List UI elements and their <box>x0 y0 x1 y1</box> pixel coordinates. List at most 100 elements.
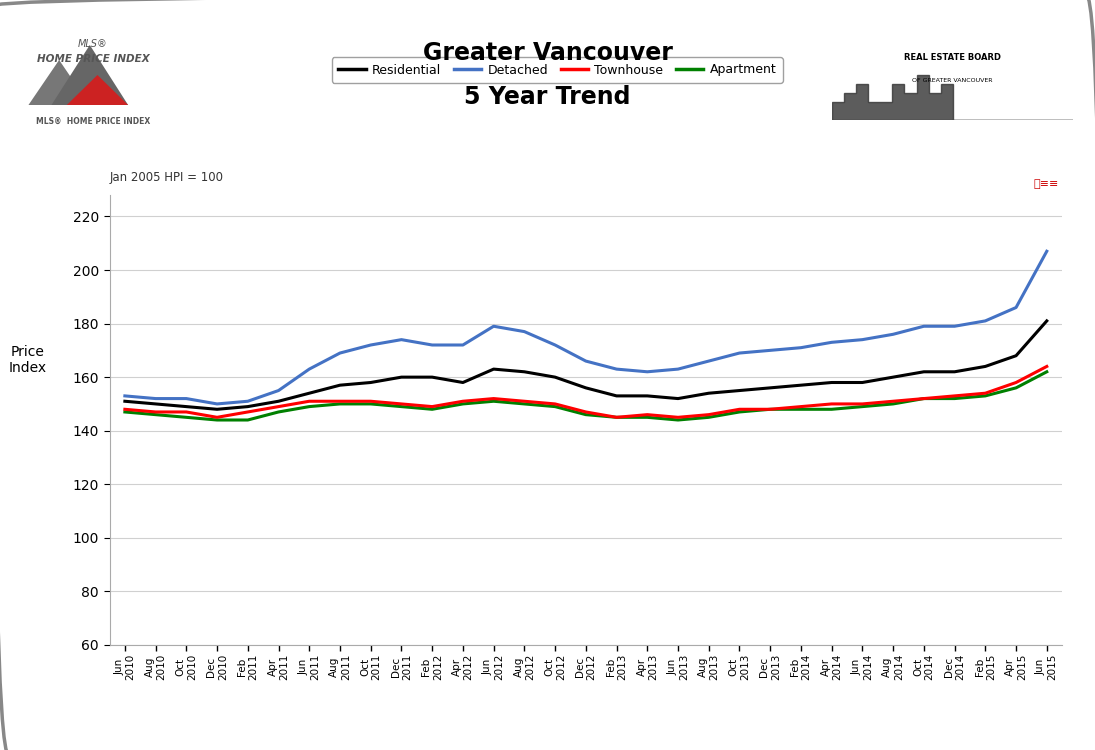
Legend: Residential, Detached, Townhouse, Apartment: Residential, Detached, Townhouse, Apartm… <box>332 57 783 82</box>
Detached <box>733 349 746 358</box>
Detached <box>333 349 346 358</box>
Residential <box>856 378 869 387</box>
Residential <box>457 378 470 387</box>
Residential <box>702 388 715 398</box>
Text: 5 Year Trend: 5 Year Trend <box>464 86 631 109</box>
Apartment <box>918 394 931 403</box>
Apartment <box>302 402 315 411</box>
Residential <box>549 373 562 382</box>
Detached <box>826 338 839 346</box>
Detached <box>918 322 931 331</box>
Residential <box>763 383 776 392</box>
Text: Price
Index: Price Index <box>9 345 46 375</box>
Detached <box>241 397 254 406</box>
Apartment <box>887 400 900 409</box>
Text: HOME PRICE INDEX: HOME PRICE INDEX <box>37 54 149 64</box>
Detached <box>763 346 776 355</box>
Detached <box>1010 303 1023 312</box>
Townhouse <box>549 400 562 409</box>
Detached <box>272 386 285 395</box>
Townhouse <box>579 407 592 416</box>
Text: MLS®: MLS® <box>78 39 108 49</box>
Townhouse <box>856 400 869 409</box>
Apartment <box>702 413 715 422</box>
Residential <box>302 388 315 398</box>
Residential <box>641 392 654 400</box>
Residential <box>487 364 500 374</box>
Detached <box>641 368 654 376</box>
Townhouse <box>149 407 162 416</box>
Polygon shape <box>67 75 128 105</box>
Townhouse <box>918 394 931 403</box>
Text: Ⓜ≡≡: Ⓜ≡≡ <box>1033 178 1059 189</box>
Apartment <box>826 405 839 414</box>
Residential <box>794 381 807 390</box>
Apartment <box>426 405 439 414</box>
Townhouse <box>702 410 715 419</box>
Residential <box>671 394 684 403</box>
Line: Apartment: Apartment <box>125 372 1047 420</box>
Apartment <box>549 402 562 411</box>
Detached <box>180 394 193 403</box>
Residential <box>733 386 746 395</box>
Residential <box>579 383 592 392</box>
Residential <box>518 368 531 376</box>
Residential <box>887 373 900 382</box>
Apartment <box>979 392 992 400</box>
Text: Jan 2005 HPI = 100: Jan 2005 HPI = 100 <box>110 171 223 184</box>
Apartment <box>487 397 500 406</box>
Polygon shape <box>51 45 128 105</box>
Townhouse <box>426 402 439 411</box>
Detached <box>457 340 470 350</box>
Townhouse <box>763 405 776 414</box>
Residential <box>918 368 931 376</box>
Townhouse <box>641 410 654 419</box>
Detached <box>1040 247 1053 256</box>
Apartment <box>733 407 746 416</box>
Townhouse <box>826 400 839 409</box>
Townhouse <box>457 397 470 406</box>
Residential <box>210 405 223 414</box>
Line: Detached: Detached <box>125 251 1047 404</box>
Residential <box>610 392 623 400</box>
Townhouse <box>118 405 131 414</box>
Townhouse <box>395 400 408 409</box>
Residential <box>948 368 961 376</box>
Detached <box>302 364 315 374</box>
Polygon shape <box>832 75 1073 120</box>
Detached <box>610 364 623 374</box>
Residential <box>333 381 346 390</box>
Townhouse <box>733 405 746 414</box>
Text: MLS®  HOME PRICE INDEX: MLS® HOME PRICE INDEX <box>36 117 150 126</box>
Apartment <box>457 400 470 409</box>
Residential <box>118 397 131 406</box>
Townhouse <box>1010 378 1023 387</box>
Apartment <box>118 407 131 416</box>
Detached <box>579 356 592 365</box>
Residential <box>1040 316 1053 326</box>
Townhouse <box>241 407 254 416</box>
Apartment <box>579 410 592 419</box>
Detached <box>487 322 500 331</box>
Apartment <box>641 413 654 422</box>
Apartment <box>948 394 961 403</box>
Text: OF GREATER VANCOUVER: OF GREATER VANCOUVER <box>912 78 993 83</box>
Apartment <box>333 400 346 409</box>
Detached <box>518 327 531 336</box>
Residential <box>979 362 992 371</box>
Townhouse <box>887 397 900 406</box>
Apartment <box>610 413 623 422</box>
Text: REAL ESTATE BOARD: REAL ESTATE BOARD <box>904 53 1001 62</box>
Residential <box>241 402 254 411</box>
Townhouse <box>365 397 378 406</box>
Apartment <box>149 410 162 419</box>
Apartment <box>241 416 254 424</box>
Townhouse <box>518 397 531 406</box>
Townhouse <box>979 388 992 398</box>
Residential <box>395 373 408 382</box>
Townhouse <box>272 402 285 411</box>
Text: Greater Vancouver: Greater Vancouver <box>423 40 672 64</box>
Residential <box>1010 351 1023 360</box>
Detached <box>702 356 715 365</box>
Residential <box>180 402 193 411</box>
